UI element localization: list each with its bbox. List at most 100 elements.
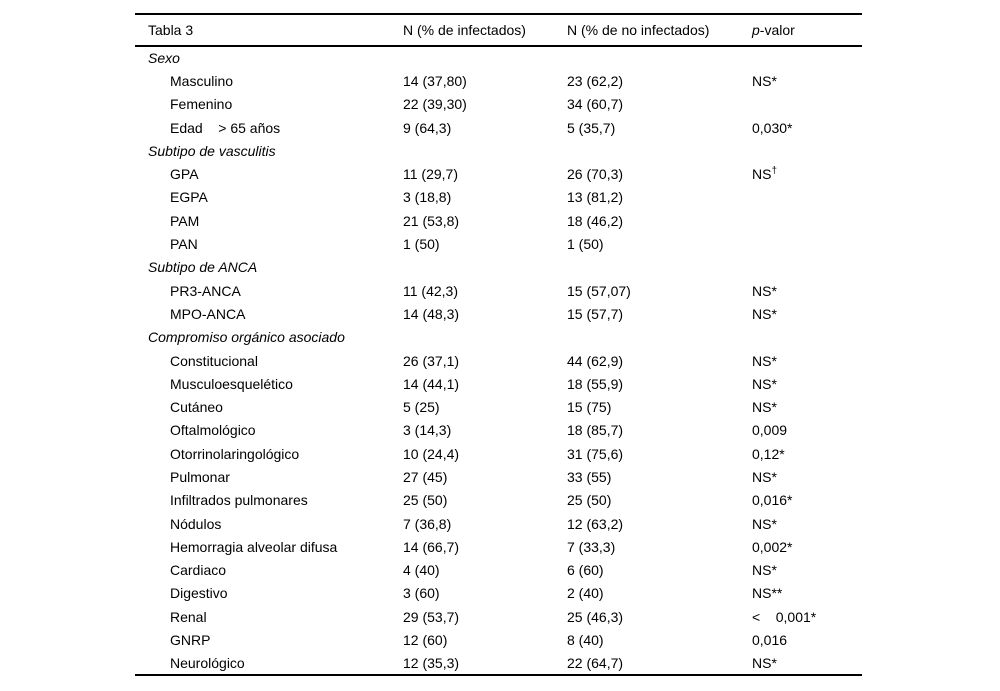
not-infected-cell: 15 (57,07) [567,282,631,299]
p-value-text: NS* [752,282,777,299]
table-row: PAN 1 (50) 1 (50) [135,232,862,255]
table-row: Oftalmológico 3 (14,3) 18 (85,7) 0,009 [135,419,862,442]
infected-cell: 22 (39,30) [403,96,467,113]
p-value-cell: NS* [752,372,862,395]
table-header: Tabla 3 N (% de infectados) N (% de no i… [135,14,862,47]
table-title: Tabla 3 [135,14,403,47]
infected-cell: 27 (45) [403,468,448,485]
row-label-cell: Constitucional [170,352,258,369]
row-label-cell: Oftalmológico [170,422,256,439]
not-infected-cell: 23 (62,2) [567,72,624,89]
p-value-cell [752,232,862,255]
p-value-cell: NS* [752,559,862,582]
infected-cell: 10 (24,4) [403,445,460,462]
table-row: Cutáneo 5 (25) 15 (75) NS* [135,395,862,418]
infected-cell: 3 (18,8) [403,189,452,206]
row-label-cell: Nódulos [170,515,222,532]
row-label-cell: Femenino [170,96,233,113]
not-infected-cell: 26 (70,3) [567,166,624,183]
p-value-cell [752,209,862,232]
not-infected-cell: 15 (75) [567,399,612,416]
row-label-cell: Edad > 65 años [170,119,281,136]
not-infected-cell: 1 (50) [567,236,604,253]
row-label-cell: PAN [170,236,198,253]
p-value-cell [752,93,862,116]
row-label-cell: EGPA [170,189,208,206]
p-value-cell: NS** [752,582,862,605]
table-row: EGPA 3 (18,8) 13 (81,2) [135,186,862,209]
section-row: Subtipo de ANCA [135,256,862,279]
p-value-text: 0,009 [752,422,788,439]
infected-cell: 1 (50) [403,236,440,253]
infected-cell: 11 (29,7) [403,166,458,183]
section-label: Compromiso orgánico asociado [148,329,345,346]
table-row: MPO-ANCA 14 (48,3) 15 (57,7) NS* [135,302,862,325]
not-infected-cell: 13 (81,2) [567,189,624,206]
p-value-text: NS [752,166,772,183]
p-value-text: NS* [752,562,777,579]
infected-cell: 25 (50) [403,492,448,509]
table-row: Pulmonar 27 (45) 33 (55) NS* [135,465,862,488]
row-label-cell: Infiltrados pulmonares [170,492,308,509]
p-value-text: NS** [752,585,783,602]
row-label-cell: GPA [170,166,199,183]
infected-cell: 12 (35,3) [403,654,460,671]
not-infected-cell: 8 (40) [567,632,604,649]
p-value-text: NS* [752,305,777,322]
not-infected-cell: 33 (55) [567,468,612,485]
infected-cell: 5 (25) [403,399,440,416]
infected-cell: 26 (37,1) [403,352,460,369]
p-value-cell: NS* [752,349,862,372]
row-label-cell: Musculoesquelético [170,375,293,392]
infected-cell: 9 (64,3) [403,119,452,136]
section-label: Sexo [148,50,180,67]
infected-cell: 14 (44,1) [403,375,460,392]
section-row: Sexo [135,46,862,69]
table-row: Otorrinolaringológico 10 (24,4) 31 (75,6) 0… [135,442,862,465]
column-header-not-infected: N (% de no infectados) [567,14,752,47]
p-value-text: NS* [752,72,777,89]
table-row: GNRP 12 (60) 8 (40) 0,016 [135,628,862,651]
not-infected-cell: 15 (57,7) [567,305,624,322]
not-infected-cell: 18 (55,9) [567,375,624,392]
row-label-cell: Cardiaco [170,562,227,579]
column-header-infected: N (% de infectados) [403,14,567,47]
infected-cell: 14 (37,80) [403,72,467,89]
p-value-cell: 0,016 [752,628,862,651]
table-row: PAM 21 (53,8) 18 (46,2) [135,209,862,232]
not-infected-cell: 18 (46,2) [567,212,624,229]
section-label: Subtipo de ANCA [148,259,258,276]
p-value-cell: NS* [752,302,862,325]
p-value-text: < 0,001* [752,608,817,625]
p-value-cell: 0,12* [752,442,862,465]
p-value-cell: NS* [752,279,862,302]
section-label: Subtipo de vasculitis [148,142,276,159]
section-row: Subtipo de vasculitis [135,139,862,162]
p-value-text: NS* [752,468,777,485]
table-row: PR3-ANCA 11 (42,3) 15 (57,07) NS* [135,279,862,302]
not-infected-cell: 7 (33,3) [567,538,616,555]
p-italic: p [752,22,760,38]
table-row: Infiltrados pulmonares 25 (50) 25 (50) 0,01… [135,489,862,512]
row-label-cell: Hemorragia alveolar difusa [170,538,338,555]
infected-cell: 7 (36,8) [403,515,452,532]
row-label-cell: Neurológico [170,654,245,671]
table-body: Sexo Masculino 14 (37,80) 23 (62,2) NS* Femen… [135,46,862,675]
p-value-text: 0,12* [752,445,785,462]
infected-cell: 29 (53,7) [403,608,460,625]
column-header-p-value: p-valor [752,14,862,47]
row-label-cell: Cutáneo [170,399,223,416]
table-row: Renal 29 (53,7) 25 (46,3) < 0,001* [135,605,862,628]
tabla-3: Tabla 3 N (% de infectados) N (% de no i… [135,13,862,677]
table-row: Edad > 65 años 9 (64,3) 5 (35,7) 0,030* [135,116,862,139]
infected-cell: 14 (66,7) [403,538,460,555]
p-value-cell: NS* [752,465,862,488]
not-infected-cell: 5 (35,7) [567,119,616,136]
p-value-text: 0,016 [752,632,788,649]
p-rest: -valor [759,22,795,38]
p-value-cell: 0,030* [752,116,862,139]
p-value-cell: NS* [752,69,862,92]
table-row: Hemorragia alveolar difusa 14 (66,7) 7 (33… [135,535,862,558]
infected-cell: 11 (42,3) [403,282,458,299]
row-label-cell: Masculino [170,72,234,89]
